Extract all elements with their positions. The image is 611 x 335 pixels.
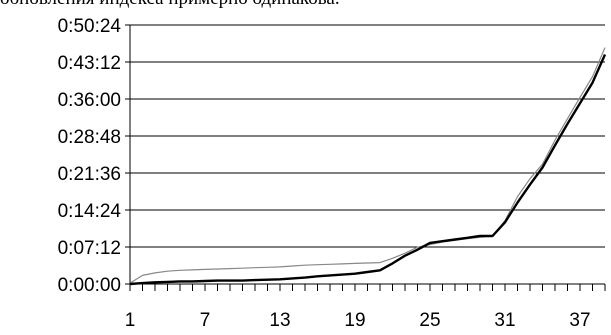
- y-tick-label: 0:50:24: [58, 16, 122, 37]
- y-tick-label: 0:21:36: [58, 164, 121, 185]
- x-tick-label: 31: [494, 310, 515, 331]
- axes: [125, 24, 606, 291]
- y-tick-label: 0:14:24: [58, 201, 122, 222]
- y-tick-label: 0:28:48: [58, 127, 121, 148]
- y-tick-label: 0:36:00: [58, 90, 121, 111]
- y-tick-label: 0:00:00: [58, 275, 121, 296]
- series-lines: [129, 47, 607, 286]
- series-line-gray: [129, 47, 606, 284]
- x-tick-label: 19: [344, 310, 365, 331]
- x-tick-labels: 1 7 13 19 25 31 37: [125, 310, 591, 331]
- y-tick-label: 0:43:12: [58, 53, 121, 74]
- y-tick-labels: 0:00:00 0:07:12 0:14:24 0:21:36 0:28:48 0:36:…: [58, 16, 122, 296]
- x-tick-label: 13: [269, 310, 290, 331]
- x-tick-label: 37: [569, 310, 590, 331]
- x-tick-label: 7: [200, 310, 211, 331]
- caption-text: обновления индекса примерно одинакова.: [0, 0, 340, 10]
- x-tick-label: 25: [419, 310, 440, 331]
- y-tick-label: 0:07:12: [58, 238, 121, 259]
- series-line-black: [129, 54, 607, 286]
- gridlines: [130, 24, 605, 248]
- x-tick-label: 1: [125, 310, 136, 331]
